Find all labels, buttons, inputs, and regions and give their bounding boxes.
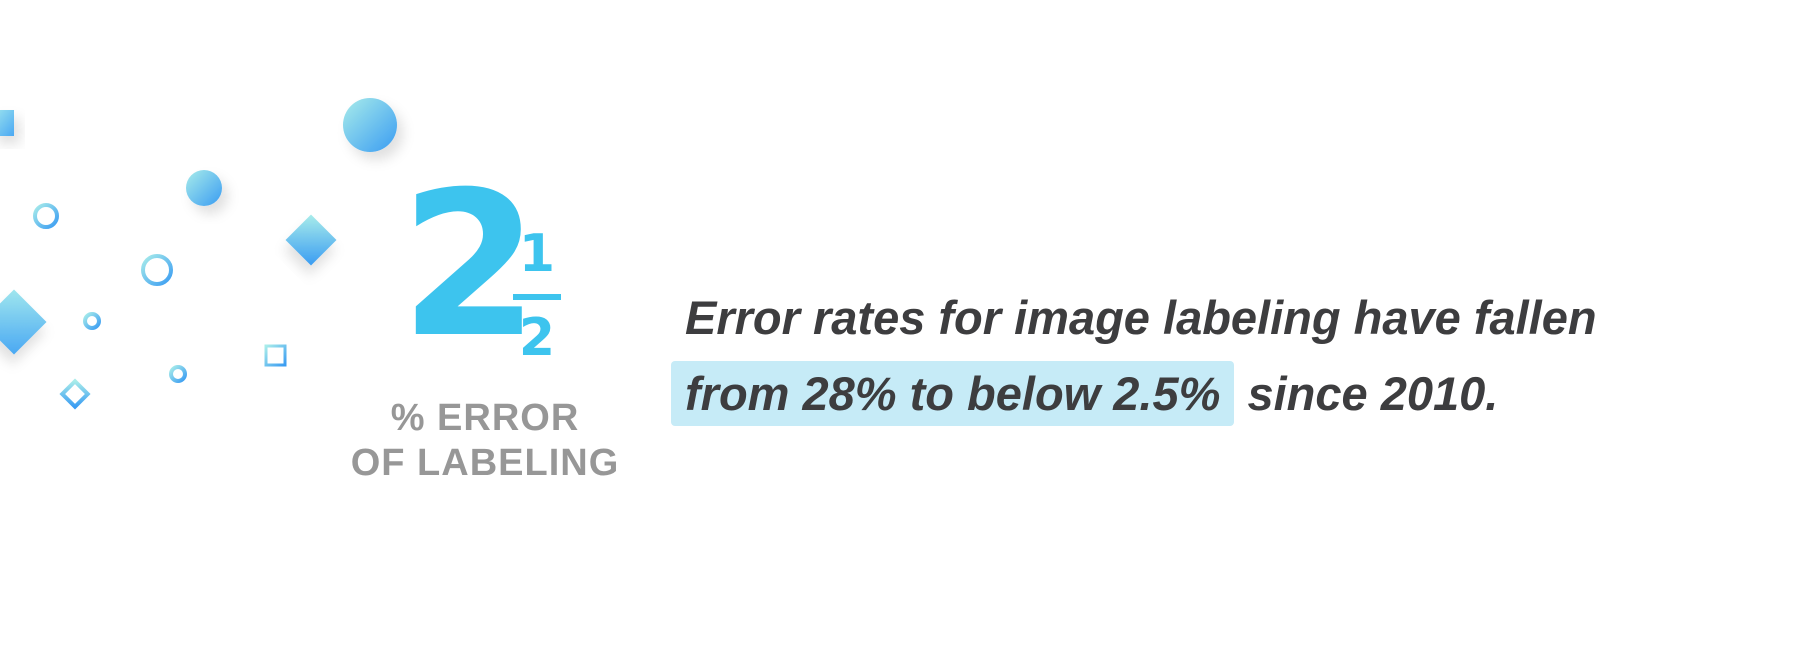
square-shape [0, 110, 14, 136]
ring-shape [169, 365, 187, 383]
ring-shape [33, 203, 59, 229]
circle-shape [343, 98, 397, 152]
fraction-bar [513, 294, 561, 300]
decorative-shapes [0, 98, 397, 410]
stat-fraction-numerator: 1 [518, 224, 556, 284]
stat-whole-number: 2 [400, 149, 540, 382]
ring-shape [83, 312, 101, 330]
headline-line2: from 28% to below 2.5% since 2010. [671, 356, 1735, 432]
error-stat: 2 1 2 % ERROR OF LABELING [345, 166, 625, 485]
stat-label-line2: OF LABELING [350, 442, 620, 484]
headline-text: Error rates for image labeling have fall… [671, 280, 1735, 432]
ring-shape [141, 254, 173, 286]
circle-shape [186, 170, 222, 206]
highlighted-phrase: from 28% to below 2.5% [671, 361, 1235, 426]
headline-line1: Error rates for image labeling have fall… [685, 291, 1597, 344]
outline-square-shape [264, 344, 287, 367]
stat-fraction-denominator: 2 [518, 308, 556, 368]
diamond-shape [285, 214, 337, 266]
diamond-shape [0, 289, 47, 355]
stat-label: % ERROR OF LABELING [345, 396, 625, 486]
headline-rest: since 2010. [1234, 367, 1499, 420]
stat-label-line1: % ERROR [390, 397, 580, 439]
outline-diamond-shape [59, 378, 91, 410]
